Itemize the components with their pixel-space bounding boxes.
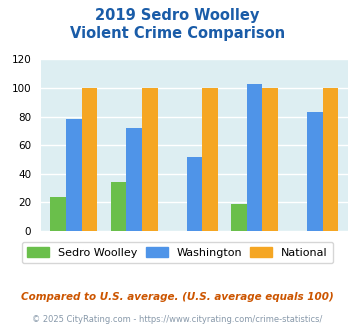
Bar [82, 88, 97, 231]
Bar [142, 88, 158, 231]
Bar [323, 88, 338, 231]
Bar [111, 182, 126, 231]
Bar [50, 197, 66, 231]
Bar [262, 88, 278, 231]
Text: © 2025 CityRating.com - https://www.cityrating.com/crime-statistics/: © 2025 CityRating.com - https://www.city… [32, 315, 323, 324]
Bar [202, 88, 218, 231]
Bar [247, 84, 262, 231]
Bar [126, 128, 142, 231]
Bar [231, 204, 247, 231]
Text: Compared to U.S. average. (U.S. average equals 100): Compared to U.S. average. (U.S. average … [21, 292, 334, 302]
Bar [307, 112, 323, 231]
Text: Violent Crime Comparison: Violent Crime Comparison [70, 26, 285, 41]
Bar [186, 157, 202, 231]
Bar [66, 119, 82, 231]
Text: 2019 Sedro Woolley: 2019 Sedro Woolley [95, 8, 260, 23]
Legend: Sedro Woolley, Washington, National: Sedro Woolley, Washington, National [22, 242, 333, 263]
